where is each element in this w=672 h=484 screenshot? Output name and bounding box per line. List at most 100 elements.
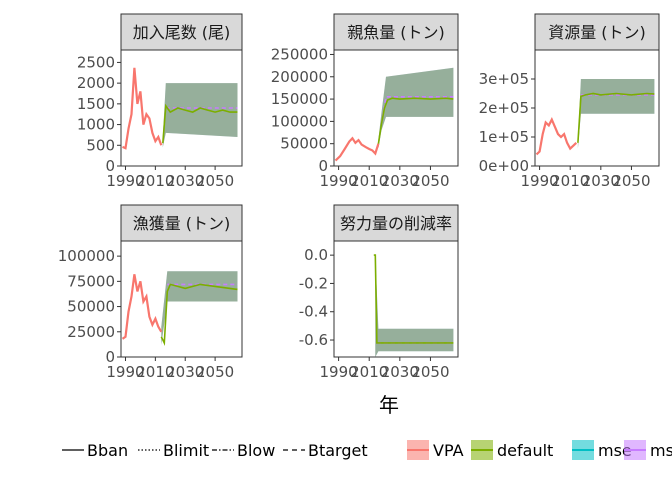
legend-label-msy: msy: [650, 441, 672, 460]
y-tick-label: 0e+00: [479, 157, 529, 175]
default-band: [161, 271, 238, 345]
legend-label-blow: Blow: [237, 441, 275, 460]
y-tick-label: -0.6: [299, 331, 328, 349]
y-tick-label: 1e+05: [479, 128, 529, 146]
panel-frame: [333, 49, 459, 167]
plot-area: [121, 50, 242, 166]
simulation-band: [378, 67, 454, 149]
x-tick-label: 2010: [350, 172, 388, 190]
legend-item-vpa: VPA: [407, 440, 464, 460]
panel-title: 資源量 (トン): [548, 23, 646, 42]
y-tick-label: 0: [105, 157, 115, 175]
y-tick-label: 0: [105, 348, 115, 366]
panel-title: 親魚量 (トン): [347, 23, 445, 42]
x-tick-label: 2010: [136, 172, 174, 190]
panel-title: 努力量の削減率: [340, 214, 452, 233]
y-tick-label: 2000: [77, 74, 115, 92]
y-tick-label: 0: [318, 157, 328, 175]
series-default: [162, 103, 238, 144]
panel-strip: [534, 13, 660, 51]
panel-strip: [333, 13, 459, 51]
series-default: [377, 97, 454, 144]
x-tick-label: 1990: [319, 172, 357, 190]
y-tick-label: 100000: [58, 247, 115, 265]
y-tick-label: 1000: [77, 116, 115, 134]
x-tick-label: 2050: [411, 172, 449, 190]
y-tick-label: 500: [86, 136, 115, 154]
y-tick-label: -0.4: [299, 303, 328, 321]
series-vpa: [535, 117, 578, 156]
legend-label-blimit: Blimit: [163, 441, 209, 460]
simulation-band: [375, 255, 454, 357]
y-tick-label: 100000: [271, 112, 328, 130]
plot-area: [535, 50, 659, 166]
x-tick-label: 2010: [136, 363, 174, 381]
x-tick-label: 2050: [196, 172, 234, 190]
simulation-band: [162, 83, 238, 148]
y-tick-label: 50000: [280, 135, 328, 153]
y-tick-label: 2e+05: [479, 99, 529, 117]
x-tick-label: 2010: [551, 172, 589, 190]
plot-area: [334, 50, 458, 166]
y-tick-label: 75000: [67, 272, 115, 290]
panel-strip: [120, 13, 243, 51]
x-tick-label: 1990: [106, 363, 144, 381]
x-tick-label: 1990: [319, 363, 357, 381]
x-tick-label: 1990: [520, 172, 558, 190]
x-tick-label: 2030: [166, 363, 204, 381]
default-band: [375, 255, 454, 357]
y-tick-label: 250000: [271, 45, 328, 63]
y-tick-label: -0.2: [299, 274, 328, 292]
y-tick-label: 1500: [77, 95, 115, 113]
legend-item-bban: Bban: [62, 441, 128, 460]
legend-item-blow: Blow: [212, 441, 275, 460]
plot-area: [334, 241, 458, 357]
legend-label-mse: mse: [598, 441, 632, 460]
panel-2: 親魚量 (トン) 0 50000 100000 150000 200000 250000 19…: [271, 13, 459, 190]
simulation-band: [577, 79, 655, 149]
legend-item-btarget: Btarget: [283, 441, 368, 460]
series-default: [160, 283, 238, 346]
panel-3: 資源量 (トン) 0e+00 1e+05 2e+05 3e+05 199020102030…: [479, 13, 660, 190]
legend-label-vpa: VPA: [433, 441, 464, 460]
y-tick-label: 50000: [67, 298, 115, 316]
series-default: [373, 254, 454, 344]
default-band: [577, 79, 655, 149]
x-tick-label: 2030: [582, 172, 620, 190]
y-tick-label: 3e+05: [479, 70, 529, 88]
series-default: [577, 92, 655, 143]
legend-item-default: default: [471, 440, 553, 460]
panel-strip: [120, 204, 243, 242]
x-tick-label: 2050: [411, 363, 449, 381]
y-tick-label: 25000: [67, 323, 115, 341]
series-vpa: [121, 274, 163, 340]
panel-frame: [333, 240, 459, 358]
y-tick-label: 200000: [271, 68, 328, 86]
x-tick-label: 2010: [350, 363, 388, 381]
y-tick-label: 0.0: [304, 246, 328, 264]
panel-4: 漁獲量 (トン)02500050000750001000001990201020…: [58, 204, 243, 381]
x-tick-label: 2050: [612, 172, 650, 190]
x-axis-title: 年: [379, 393, 399, 417]
legend-label-default: default: [497, 441, 553, 460]
panel-1: 加入尾数 (尾) 0 500 1000 1500 2000 2500 199020102030…: [77, 13, 243, 190]
y-tick-label: 2500: [77, 53, 115, 71]
x-tick-label: 2030: [381, 172, 419, 190]
legend-item-blimit: Blimit: [138, 441, 209, 460]
series-vpa: [334, 136, 380, 162]
simulation-band: [161, 271, 238, 345]
legend-label-bban: Bban: [87, 441, 128, 460]
y-tick-label: 150000: [271, 90, 328, 108]
panel-frame: [120, 240, 243, 358]
x-tick-label: 2050: [196, 363, 234, 381]
panel-frame: [120, 49, 243, 167]
legend-item-msy: msy: [624, 440, 672, 460]
legend-label-btarget: Btarget: [308, 441, 368, 460]
panel-strip: [333, 204, 459, 242]
default-band: [378, 67, 454, 149]
plot-area: [121, 241, 242, 357]
x-tick-label: 2030: [381, 363, 419, 381]
x-tick-label: 1990: [106, 172, 144, 190]
